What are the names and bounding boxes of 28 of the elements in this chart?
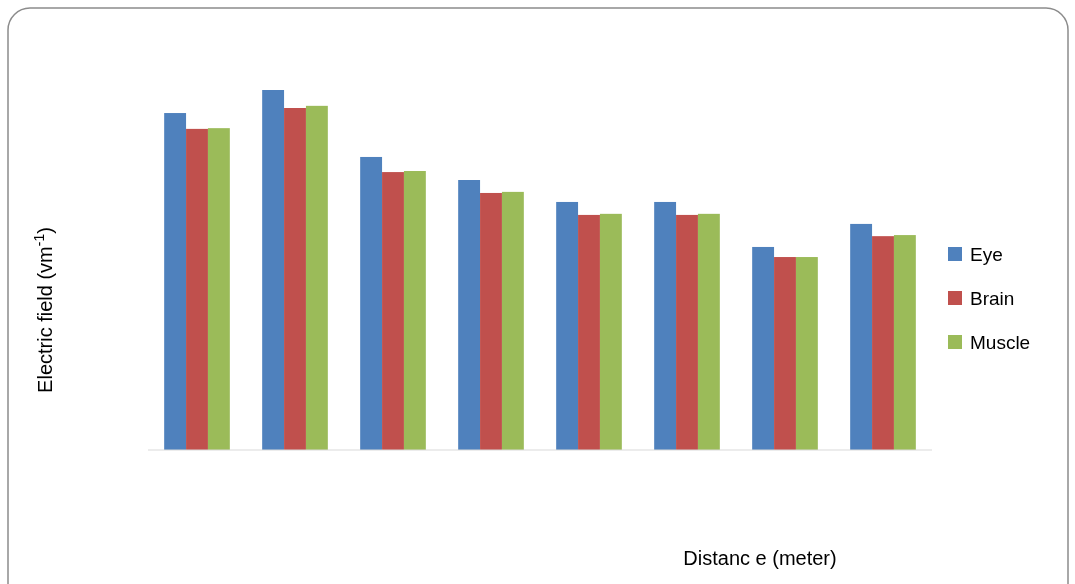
bar xyxy=(284,108,306,450)
bar xyxy=(654,201,677,450)
bar xyxy=(774,257,796,450)
legend-label: Brain xyxy=(970,288,1015,309)
bar xyxy=(458,180,481,450)
bar xyxy=(795,257,818,450)
bar xyxy=(262,90,285,450)
bar xyxy=(893,235,916,450)
bar xyxy=(676,214,698,450)
bar xyxy=(186,128,208,450)
bar xyxy=(872,236,894,450)
bar xyxy=(305,105,328,450)
bar xyxy=(850,223,873,450)
bar xyxy=(360,156,383,450)
bar xyxy=(697,213,720,450)
legend-label: Eye xyxy=(970,244,1003,265)
bar xyxy=(501,191,524,450)
bar xyxy=(382,172,404,450)
bar xyxy=(752,246,775,450)
bar xyxy=(480,192,502,450)
bar xyxy=(578,214,600,450)
legend-label: Muscle xyxy=(970,332,1031,353)
bar xyxy=(556,201,579,450)
bar xyxy=(164,113,187,450)
bar xyxy=(599,213,622,450)
x-axis-title: Distanc e (meter) xyxy=(683,547,837,569)
bar xyxy=(207,128,230,450)
bar xyxy=(403,171,426,450)
